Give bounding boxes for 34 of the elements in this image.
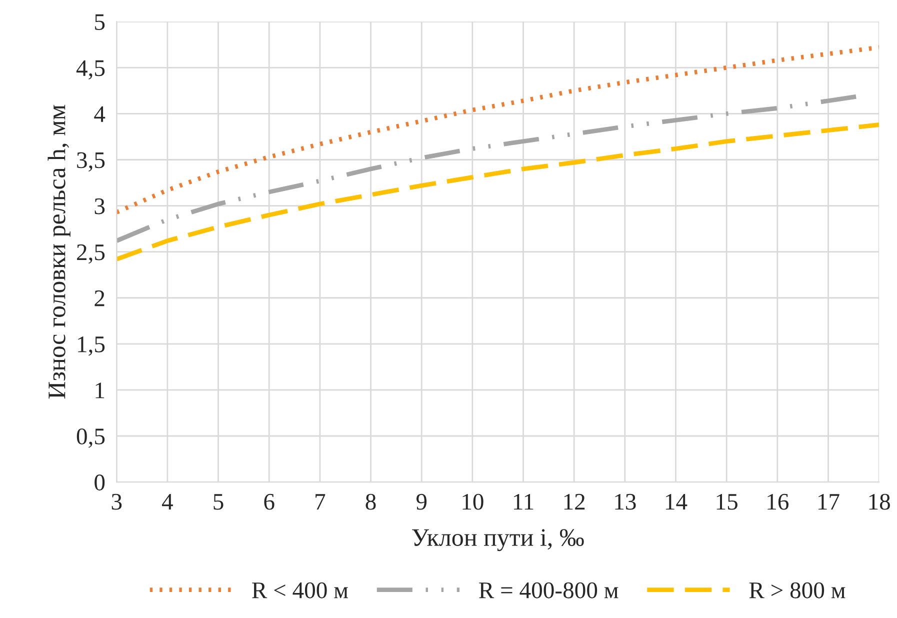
x-tick-label: 15: [716, 494, 738, 510]
x-tick-label: 6: [264, 494, 274, 510]
y-tick-label: 0: [94, 474, 105, 490]
x-tick-label: 7: [316, 494, 326, 510]
y-tick-label: 5: [95, 14, 105, 30]
x-tick-label: 12: [564, 494, 585, 510]
x-tick-label: 4: [162, 494, 173, 510]
legend-label: R < 400 м: [252, 582, 348, 598]
x-tick-label: 11: [514, 494, 534, 510]
x-tick-label: 16: [768, 494, 788, 510]
x-tick-label: 3: [112, 494, 122, 510]
x-tick-label: 14: [666, 494, 688, 510]
line-series: [116, 122, 880, 262]
x-tick-label: 13: [615, 494, 636, 510]
y-tick-label: 3: [94, 198, 105, 214]
x-tick-label: 10: [462, 494, 484, 510]
legend-label: R > 800 м: [749, 582, 846, 598]
y-tick-label: 2,5: [77, 244, 105, 264]
y-tick-label: 4,5: [76, 60, 105, 80]
x-axis-title: Уклон пути i, ‰: [412, 529, 584, 552]
y-tick-label: 1: [96, 382, 104, 398]
x-tick-label: 18: [869, 494, 890, 510]
legend-label: R = 400-800 м: [479, 582, 618, 598]
x-tick-label: 17: [818, 494, 840, 510]
x-tick-label: 5: [214, 494, 224, 510]
y-tick-label: 2: [94, 290, 104, 306]
y-tick-label: 4: [94, 106, 106, 122]
y-tick-label: 1,5: [78, 336, 105, 356]
y-tick-label: 3,5: [77, 152, 105, 172]
y-tick-label: 0,5: [76, 428, 105, 448]
x-tick-label: 9: [416, 494, 427, 510]
x-tick-label: 8: [366, 494, 376, 510]
line-series: [116, 45, 880, 214]
y-axis-title: Износ головки рельса h, мм: [48, 104, 70, 399]
